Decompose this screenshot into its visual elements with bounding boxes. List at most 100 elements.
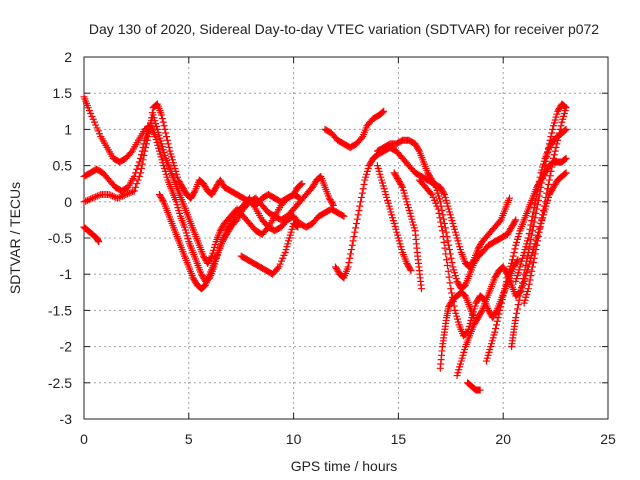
series-track-q: [508, 100, 570, 351]
data-point: [447, 254, 455, 262]
data-point: [133, 165, 141, 173]
series-track-i: [373, 136, 520, 293]
data-point: [519, 275, 527, 283]
data-point: [164, 140, 172, 148]
series-track-p: [482, 154, 570, 365]
data-point: [491, 328, 499, 336]
y-tick-label: 0.5: [53, 158, 73, 174]
data-point: [90, 193, 98, 201]
data-point: [105, 191, 113, 199]
data-point: [82, 197, 90, 205]
data-point: [117, 193, 125, 201]
y-tick-label: 1.5: [53, 85, 73, 101]
data-point: [88, 194, 96, 202]
data-point: [460, 290, 468, 298]
data-point: [547, 167, 555, 175]
data-point: [207, 254, 215, 262]
data-point: [434, 205, 442, 213]
data-point: [153, 101, 161, 109]
data-point: [522, 262, 530, 270]
data-point: [496, 306, 504, 314]
data-point: [124, 190, 132, 198]
data-point: [85, 196, 93, 204]
data-point: [378, 109, 386, 117]
data-point: [498, 299, 506, 307]
data-point: [163, 133, 171, 141]
data-point: [443, 262, 451, 270]
data-point: [551, 147, 559, 155]
data-point: [358, 134, 366, 142]
data-point: [158, 115, 166, 123]
data-point: [529, 259, 537, 267]
series-track-o: [464, 379, 484, 394]
data-point: [138, 160, 146, 168]
data-point: [503, 277, 511, 285]
data-point: [440, 189, 448, 197]
data-point: [147, 114, 155, 122]
data-point: [532, 195, 540, 203]
data-point: [501, 285, 509, 293]
data-point: [358, 193, 366, 201]
data-point: [147, 119, 155, 127]
x-tick-label: 15: [391, 431, 407, 447]
data-point: [190, 188, 198, 196]
data-point: [431, 182, 439, 190]
data-point: [345, 259, 353, 267]
data-point: [508, 256, 516, 264]
data-point: [549, 125, 557, 133]
data-point: [448, 289, 456, 297]
data-point: [513, 309, 521, 317]
y-tick-label: -1.5: [48, 302, 72, 318]
data-point: [445, 273, 453, 281]
series-track-d: [80, 223, 103, 246]
data-point: [141, 147, 149, 155]
x-tick-label: 20: [495, 431, 511, 447]
data-point: [550, 154, 558, 162]
data-point: [436, 214, 444, 222]
data-point: [437, 218, 445, 226]
data-point: [524, 253, 532, 261]
data-point: [292, 222, 300, 230]
data-point: [511, 245, 519, 253]
data-point: [161, 125, 169, 133]
data-point: [438, 222, 446, 230]
data-point: [562, 104, 570, 112]
data-point: [518, 279, 526, 287]
data-point: [115, 193, 123, 201]
data-point: [296, 194, 304, 202]
data-point: [532, 246, 540, 254]
data-point: [127, 149, 135, 157]
data-point: [80, 198, 88, 206]
data-point: [109, 192, 117, 200]
data-point: [497, 303, 505, 311]
series-track-s: [520, 104, 570, 307]
data-point: [552, 144, 560, 151]
data-point: [125, 189, 133, 197]
data-point: [525, 244, 533, 252]
data-point: [95, 238, 103, 246]
data-point: [460, 283, 468, 291]
data-point: [159, 196, 167, 204]
x-tick-label: 5: [185, 431, 193, 447]
data-point: [542, 193, 550, 201]
data-point: [444, 237, 452, 245]
data-point: [543, 189, 551, 197]
data-point: [448, 259, 456, 267]
data-point: [339, 273, 347, 281]
series-track-l: [415, 176, 522, 340]
data-point: [137, 169, 145, 177]
series-track-f: [237, 220, 302, 278]
data-point: [528, 217, 536, 225]
data-point: [524, 285, 532, 293]
x-tick-label: 10: [286, 431, 302, 447]
data-point: [127, 188, 135, 196]
data-point: [442, 250, 450, 258]
data-point: [477, 308, 485, 316]
series-track-e: [155, 191, 348, 293]
data-point: [562, 154, 570, 162]
data-point: [561, 126, 569, 134]
data-point: [344, 263, 352, 271]
data-point: [524, 234, 532, 242]
data-point: [500, 288, 508, 296]
data-point: [541, 198, 549, 206]
